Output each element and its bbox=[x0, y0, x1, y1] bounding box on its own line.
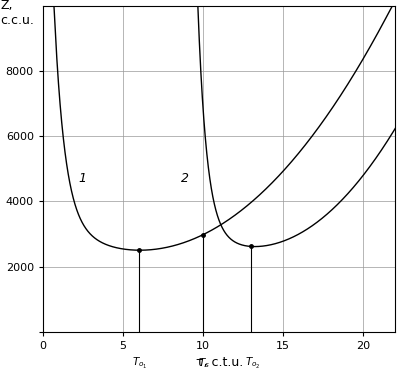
Text: $T_s$: $T_s$ bbox=[198, 356, 210, 370]
Text: $T_{o_1}$: $T_{o_1}$ bbox=[132, 356, 148, 371]
Text: $T_{o_2}$: $T_{o_2}$ bbox=[245, 356, 260, 371]
Text: 2: 2 bbox=[181, 172, 189, 185]
X-axis label: τ, c.t.u.: τ, c.t.u. bbox=[196, 357, 243, 369]
Text: 1: 1 bbox=[78, 172, 86, 185]
Y-axis label: Z,
c.c.u.: Z, c.c.u. bbox=[0, 0, 34, 27]
